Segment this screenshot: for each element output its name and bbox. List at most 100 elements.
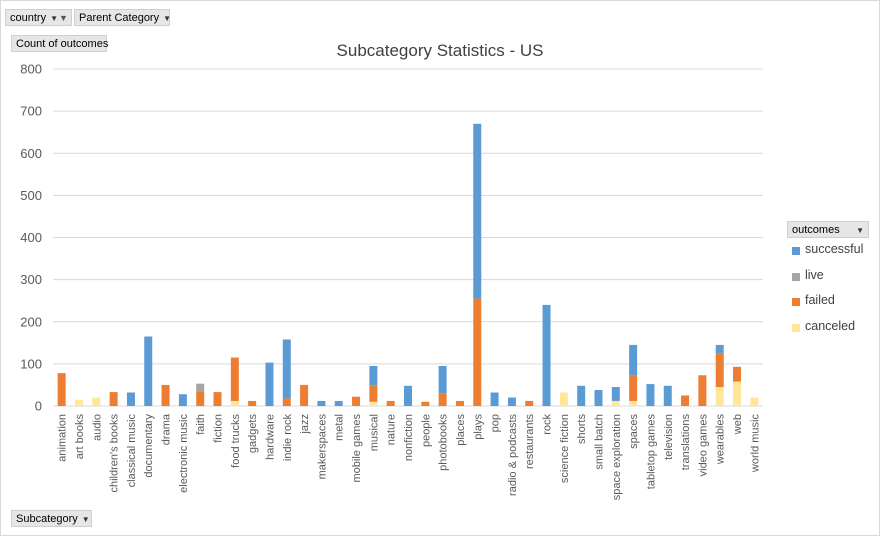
x-tick-label: art books <box>74 414 86 460</box>
y-tick-label: 800 <box>20 62 42 77</box>
bar-successful <box>265 362 274 406</box>
legend-swatch <box>792 323 800 332</box>
bar-failed <box>230 357 239 401</box>
y-axis-ticks: 0 100 200 300 400 500 600 700 800 <box>20 62 42 414</box>
bar-failed <box>386 400 395 406</box>
legend-swatch <box>792 272 800 281</box>
x-tick-label: food trucks <box>230 414 242 468</box>
x-tick-label: translations <box>680 414 692 471</box>
bar-successful <box>369 365 378 386</box>
y-tick-label: 100 <box>20 356 42 371</box>
legend-item-live: live <box>787 266 869 292</box>
chevron-down-icon: ▼ <box>50 14 58 23</box>
x-tick-label: places <box>455 414 467 446</box>
x-tick-label: radio & podcasts <box>507 414 519 496</box>
bar-failed <box>629 375 638 401</box>
legend-item-canceled: canceled <box>787 317 869 343</box>
x-tick-label: animation <box>57 414 69 462</box>
bar-failed <box>733 366 742 382</box>
bar-failed <box>421 401 430 406</box>
bar-failed <box>715 353 724 388</box>
count-of-outcomes-field-button[interactable]: Count of outcomes <box>11 35 109 52</box>
x-tick-label: gadgets <box>247 414 259 454</box>
y-tick-label: 0 <box>35 399 42 414</box>
bar-failed <box>161 384 170 406</box>
x-tick-label: people <box>420 414 432 447</box>
country-filter-button[interactable]: country ▼▼ <box>5 9 72 26</box>
legend-swatch <box>792 247 800 255</box>
x-axis-ticks: animation art books audio children's books c… <box>57 413 762 500</box>
x-tick-label: documentary <box>143 414 155 478</box>
legend-label: failed <box>805 293 835 307</box>
x-tick-label: tabletop games <box>645 414 657 490</box>
bar-failed <box>300 384 309 406</box>
bar-failed <box>352 396 361 406</box>
legend-item-failed: failed <box>787 291 869 317</box>
bar-successful <box>334 400 343 406</box>
x-tick-label: classical music <box>126 414 138 488</box>
legend-label: canceled <box>805 318 856 333</box>
bar-successful <box>646 384 655 406</box>
bar-failed <box>473 298 482 406</box>
bar-successful <box>317 400 326 406</box>
x-tick-label: mobile games <box>351 414 363 483</box>
x-tick-label: wearables <box>715 414 727 466</box>
bar-successful <box>144 336 153 406</box>
parent-category-filter-button[interactable]: Parent Category ▼ <box>74 9 172 26</box>
x-tick-label: nonfiction <box>403 414 415 461</box>
x-tick-label: hardware <box>264 414 276 460</box>
bar-successful <box>126 392 135 406</box>
bar-canceled <box>92 397 101 406</box>
bar-successful <box>715 344 724 354</box>
x-tick-label: drama <box>161 413 173 445</box>
bar-canceled <box>750 397 759 406</box>
bar-successful <box>594 389 603 406</box>
chevron-down-icon: ▼ <box>163 14 172 23</box>
bar-successful <box>473 123 482 299</box>
x-tick-label: science fiction <box>559 414 571 483</box>
bar-canceled <box>733 381 742 406</box>
y-tick-label: 400 <box>20 230 42 245</box>
bar-successful <box>577 385 586 406</box>
count-of-outcomes-label: Count of outcomes <box>16 38 109 50</box>
bar-failed <box>438 393 447 406</box>
chevron-down-icon: ▼ <box>856 226 864 235</box>
bar-canceled <box>559 392 568 406</box>
bar-live <box>196 383 205 392</box>
bar-successful <box>629 344 638 376</box>
x-tick-label: photobooks <box>438 414 450 471</box>
y-tick-label: 600 <box>20 146 42 161</box>
y-tick-label: 700 <box>20 104 42 119</box>
y-tick-label: 500 <box>20 188 42 203</box>
y-tick-label: 200 <box>20 314 42 329</box>
gridlines <box>53 68 763 407</box>
bar-successful <box>178 394 187 406</box>
outcomes-legend-button[interactable]: outcomes ▼ <box>787 221 869 238</box>
x-tick-label: world music <box>749 414 761 474</box>
bar-successful <box>404 385 412 406</box>
x-tick-label: video games <box>697 414 709 477</box>
bar-failed <box>196 391 205 406</box>
x-tick-label: rock <box>542 414 554 435</box>
bar-failed <box>57 373 66 406</box>
x-tick-label: makerspaces <box>316 414 328 480</box>
subcategory-field-button[interactable]: Subcategory ▼ <box>11 510 92 527</box>
x-tick-label: metal <box>334 414 346 441</box>
legend: successful live failed canceled <box>787 240 869 342</box>
bars <box>57 123 759 406</box>
bar-failed <box>282 398 291 406</box>
bar-failed <box>681 395 690 406</box>
outcomes-legend-label: outcomes <box>792 224 840 236</box>
subcategory-field-label: Subcategory <box>16 513 78 525</box>
x-tick-label: pop <box>490 414 502 432</box>
bar-successful <box>611 387 620 401</box>
x-tick-label: fiction <box>213 414 225 443</box>
country-filter-label: country <box>10 12 47 24</box>
bar-canceled <box>369 401 378 406</box>
x-tick-label: nature <box>386 414 398 445</box>
x-tick-label: indie rock <box>282 414 294 462</box>
x-tick-label: musical <box>368 414 380 451</box>
bar-canceled <box>715 387 724 406</box>
chart-title: Subcategory Statistics - US <box>336 41 544 60</box>
